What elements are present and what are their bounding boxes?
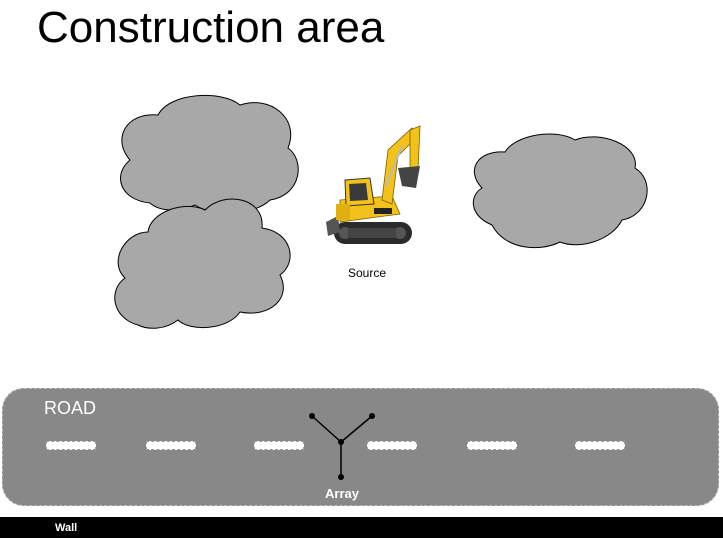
sensor-node (338, 439, 344, 445)
page-title: Construction area (37, 3, 385, 52)
lane-marking (46, 441, 96, 450)
sensor-node (309, 413, 315, 419)
obstacle-cloud-right (473, 133, 648, 249)
excavator-icon (326, 125, 421, 244)
array-label: Array (325, 486, 359, 501)
lane-marking (367, 441, 417, 450)
obstacle-cloud-bottom-left (114, 198, 291, 329)
sensor-node (338, 474, 344, 480)
lane-marking (146, 441, 196, 450)
wall-bar (0, 517, 723, 538)
lane-marking (467, 441, 517, 450)
lane-marking (254, 441, 304, 450)
source-label: Source (347, 266, 387, 280)
road-label: ROAD (44, 398, 97, 418)
wall-label: Wall (55, 522, 78, 534)
sensor-node (369, 413, 375, 419)
lane-marking (575, 441, 625, 450)
sensor-array-icon (309, 413, 375, 480)
